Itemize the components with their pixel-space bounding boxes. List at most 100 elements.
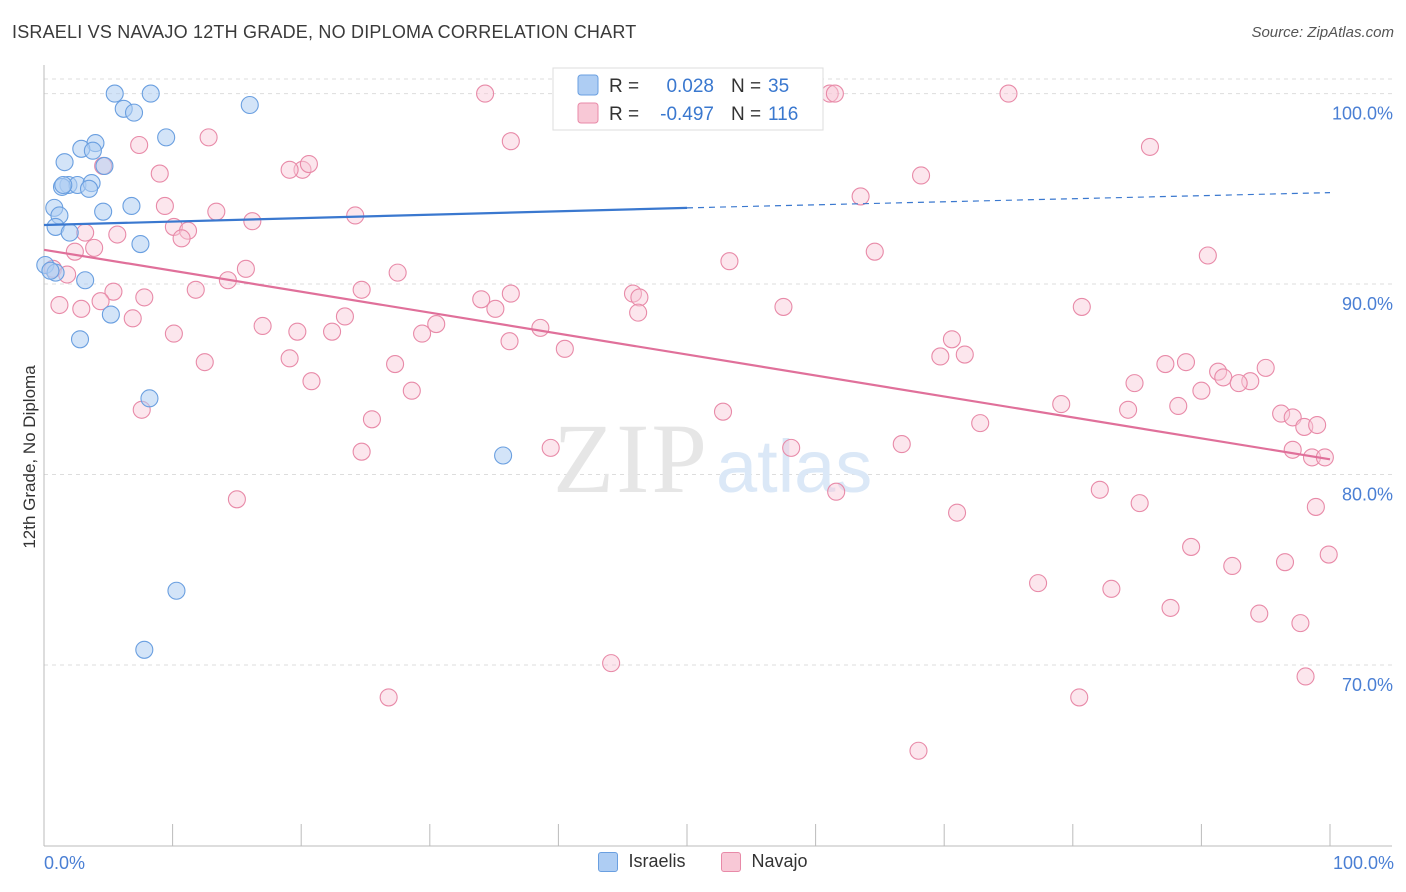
navajo-point [186, 280, 205, 299]
navajo-point [851, 187, 870, 206]
navajo-point [1119, 400, 1138, 419]
israeli-point [94, 202, 113, 221]
watermark: ZIP atlas [553, 403, 872, 514]
navajo-point [227, 490, 246, 509]
navajo-point [155, 196, 174, 216]
source-attribution: Source: ZipAtlas.com [1251, 24, 1394, 41]
legend-n-label: N = [731, 104, 761, 125]
navajo-point [1256, 358, 1275, 377]
navajo-point [65, 242, 84, 261]
legend-n-label: N = [731, 76, 761, 97]
navajo-point [1229, 374, 1248, 393]
navajo-point [362, 410, 381, 429]
israelis-trendline [43, 206, 688, 227]
navajo-point [1192, 381, 1211, 400]
israeli-point [79, 179, 99, 198]
israeli-point [60, 223, 79, 242]
navajo-point [1214, 368, 1233, 387]
navajo-point [955, 345, 974, 364]
chart-title: ISRAELI VS NAVAJO 12TH GRADE, NO DIPLOMA… [12, 22, 637, 42]
navajo-point [280, 160, 299, 179]
y-tick-label: 80.0% [1342, 485, 1393, 505]
navajo-point [72, 299, 91, 318]
navajo-point [827, 482, 846, 501]
israeli-point [140, 389, 159, 408]
navajo-point [335, 307, 354, 326]
navajo-point [1102, 579, 1121, 598]
navajo-point [1296, 667, 1315, 686]
navajo-swatch [721, 851, 742, 872]
legend-item-navajo[interactable]: Navajo [721, 851, 808, 872]
israeli-point [240, 95, 259, 115]
navajo-point [288, 322, 307, 341]
legend-swatch-navajo [577, 102, 599, 124]
israeli-point [101, 305, 120, 324]
legend-r-label: R = [609, 104, 639, 125]
navajo-point [108, 225, 127, 244]
navajo-point [379, 688, 398, 707]
navajo-point [1161, 598, 1180, 617]
navajo-point [386, 355, 405, 374]
legend-item-israelis[interactable]: Israelis [598, 851, 685, 872]
israeli-point [83, 141, 102, 160]
navajo-point [476, 84, 495, 103]
navajo-point [1250, 604, 1269, 623]
navajo-point [388, 263, 407, 282]
navajo-point [253, 316, 272, 336]
bottom-legend: Israelis Navajo [0, 851, 1406, 872]
navajo-point [207, 202, 226, 221]
israeli-point [494, 446, 513, 465]
navajo-point [427, 315, 446, 334]
navajo-point [501, 284, 520, 303]
navajo-trendline [43, 248, 1331, 461]
legend-r-label: R = [609, 76, 639, 97]
navajo-point [931, 347, 950, 366]
navajo-point [999, 84, 1018, 103]
israeli-point [54, 175, 73, 195]
navajo-point [1176, 353, 1196, 372]
navajo-point [1223, 556, 1242, 576]
navajo-point [531, 318, 550, 337]
israeli-point [124, 103, 144, 122]
navajo-point [164, 324, 183, 343]
israeli-points [36, 84, 640, 659]
trendlines [43, 192, 1331, 461]
navajo-point [1070, 688, 1089, 707]
navajo-point [630, 288, 649, 307]
navajo-point [50, 295, 69, 315]
israeli-point [105, 84, 124, 103]
y-tick-label: 100.0% [1332, 104, 1393, 124]
navajo-point [948, 503, 967, 522]
navajo-point [1182, 537, 1201, 556]
navajo-point [352, 442, 371, 461]
navajo-point [825, 84, 844, 103]
x-tick-label-min: 0.0% [44, 853, 86, 873]
navajo-point [236, 259, 255, 278]
legend-swatch-israelis [577, 74, 599, 96]
navajo-point [150, 164, 169, 183]
navajo-point [1306, 497, 1325, 516]
navajo-point [243, 212, 262, 231]
israeli-point [122, 196, 141, 216]
navajo-point [541, 438, 560, 457]
navajo-point [352, 280, 371, 299]
israeli-point [41, 261, 60, 280]
navajo-point [199, 128, 218, 147]
navajo-point [942, 330, 961, 349]
navajo-point [1272, 404, 1291, 423]
navajo-point [774, 297, 793, 316]
navajo-point [500, 332, 519, 351]
navajo-point [1275, 553, 1295, 572]
watermark-zip: ZIP [553, 403, 709, 514]
navajo-point [1130, 494, 1149, 513]
israeli-point [95, 156, 114, 176]
navajo-point [123, 309, 142, 328]
israeli-point [135, 640, 154, 659]
y-tick-label: 70.0% [1342, 675, 1393, 695]
israeli-point [131, 235, 150, 254]
navajo-point [76, 223, 95, 242]
navajo-point [91, 292, 110, 311]
legend-label-israelis: Israelis [628, 851, 686, 871]
legend-r-value: -0.497 [660, 104, 714, 125]
